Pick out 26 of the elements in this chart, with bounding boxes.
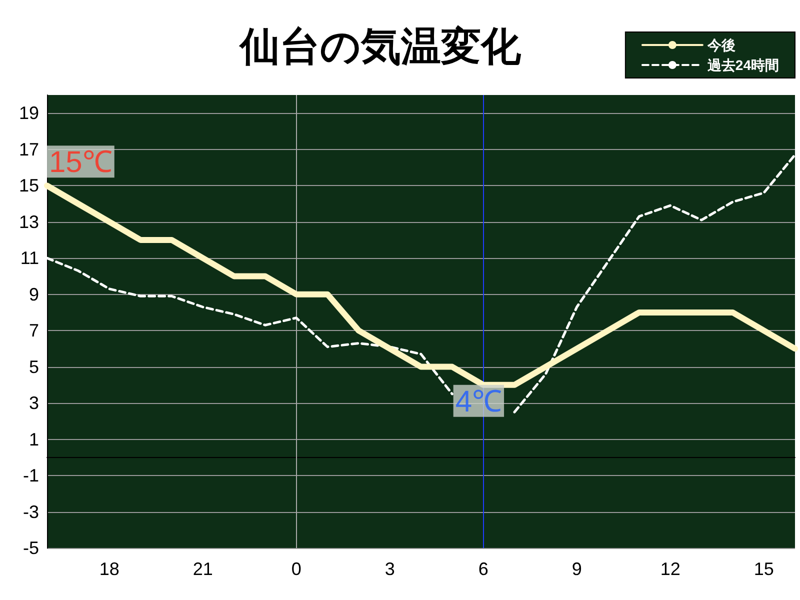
annotation: 15℃ [49, 146, 112, 180]
x-tick-label: 6 [478, 559, 488, 579]
y-tick-label: -5 [22, 538, 39, 558]
y-tick-label: 9 [28, 284, 39, 304]
x-tick-label: 12 [660, 559, 680, 579]
y-tick-label: -3 [22, 502, 39, 522]
annotation: 4℃ [455, 385, 502, 418]
y-tick-label: 11 [20, 248, 39, 268]
y-tick-label: 3 [28, 393, 39, 414]
y-tick-label: 17 [18, 139, 39, 160]
x-tick-label: 0 [291, 559, 302, 579]
y-tick-label: 13 [18, 212, 39, 232]
legend-label: 今後 [706, 37, 736, 53]
x-tick-label: 3 [384, 559, 395, 579]
legend-label: 過去24時間 [706, 57, 780, 73]
y-tick-label: 15 [18, 176, 39, 196]
y-tick-label: 7 [28, 320, 39, 341]
x-tick-label: 18 [99, 559, 120, 579]
x-tick-label: 15 [754, 559, 774, 579]
x-tick-label: 9 [572, 559, 582, 579]
x-tick-label: 21 [192, 559, 213, 579]
y-tick-label: 19 [18, 103, 39, 124]
y-tick-label: 5 [28, 356, 39, 377]
y-tick-label: 1 [28, 429, 39, 450]
chart-title: 仙台の気温変化 [238, 24, 522, 70]
y-tick-label: -1 [22, 466, 39, 486]
